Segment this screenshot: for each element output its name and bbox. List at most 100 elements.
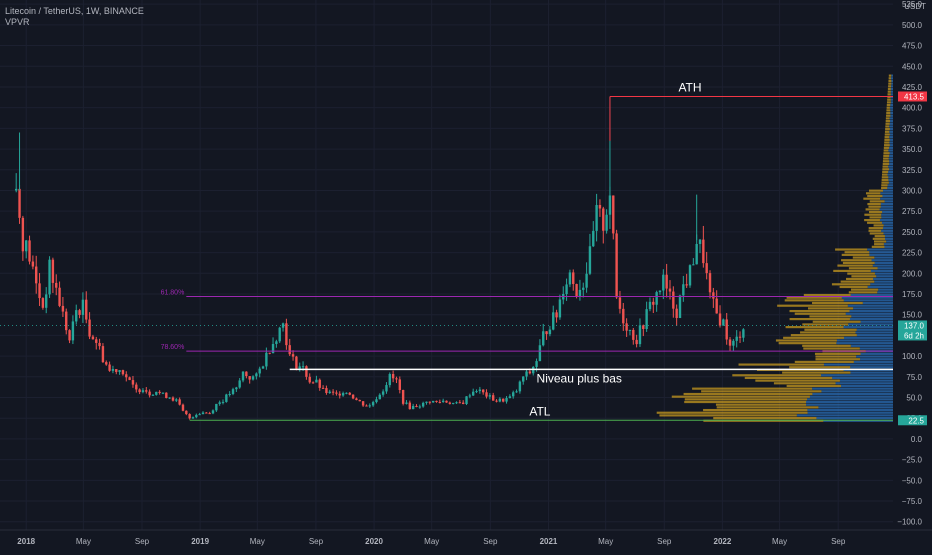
time-tick-label: May <box>76 537 91 546</box>
candle-body <box>375 399 378 403</box>
volume-bar-down <box>789 318 850 321</box>
candle-body <box>131 380 135 385</box>
candle <box>388 372 391 388</box>
candle <box>351 394 355 400</box>
candle-body <box>171 397 175 401</box>
candle-body <box>68 330 71 341</box>
candle <box>101 343 105 363</box>
candle-body <box>718 313 722 326</box>
price-tick-label: −75.0 <box>902 497 923 506</box>
candle <box>491 392 495 401</box>
candle <box>441 398 445 403</box>
candle-body <box>315 379 318 383</box>
volume-bar-up <box>887 173 893 176</box>
volume-bar-down <box>839 285 868 289</box>
candle <box>151 394 155 396</box>
candle <box>448 401 452 405</box>
candle-body <box>475 391 478 393</box>
volume-bar-down <box>881 181 889 184</box>
volume-bar-down <box>683 392 813 396</box>
candle <box>121 369 125 376</box>
volume-bar-down <box>804 328 857 331</box>
candle-body <box>538 345 542 362</box>
candle-body <box>48 259 51 295</box>
price-tick-label: 250.0 <box>902 228 923 237</box>
volume-bar-up <box>890 114 893 117</box>
candle <box>431 400 435 403</box>
candle-body <box>722 319 725 326</box>
volume-bar-down <box>777 304 848 307</box>
candle <box>598 199 602 217</box>
volume-bar-down <box>886 109 891 112</box>
candle <box>258 366 261 378</box>
volume-bar-down <box>783 336 844 339</box>
candle-body <box>318 379 321 388</box>
candle <box>88 312 91 340</box>
candle <box>141 388 145 394</box>
candle-body <box>672 291 675 309</box>
volume-bar-up <box>850 371 893 374</box>
volume-bar-down <box>716 406 819 409</box>
candle-body <box>738 336 742 338</box>
candle-body <box>178 399 181 405</box>
volume-bar-down <box>884 136 890 139</box>
candle <box>518 380 522 394</box>
candle-body <box>348 392 351 395</box>
candle <box>662 269 665 300</box>
candle-body <box>275 341 278 345</box>
candle-body <box>168 397 171 399</box>
volume-bar-up <box>888 165 893 168</box>
price-tick-label: 325.0 <box>902 166 923 175</box>
price-tick-label: 200.0 <box>902 269 923 278</box>
candle-body <box>341 393 345 396</box>
candle-body <box>695 243 698 265</box>
volume-bar-up <box>888 157 893 160</box>
volume-bar-up <box>881 213 893 216</box>
candle <box>21 215 25 261</box>
candle <box>395 376 398 384</box>
candle <box>15 173 18 193</box>
candle <box>295 355 298 371</box>
candle <box>358 399 361 402</box>
candle-body <box>438 401 442 403</box>
candle <box>105 360 108 366</box>
candle-body <box>381 391 385 395</box>
volume-bar-up <box>853 307 893 310</box>
volume-bar-up <box>851 315 893 318</box>
volume-bar-up <box>888 181 893 184</box>
candle <box>738 331 742 343</box>
time-tick-label: May <box>250 537 265 546</box>
candle <box>612 195 615 240</box>
volume-bar-up <box>889 152 893 155</box>
candle-body <box>592 230 595 247</box>
volume-bar-down <box>885 122 890 125</box>
volume-bar-up <box>832 376 893 380</box>
candle <box>718 305 722 328</box>
candle-body <box>602 208 605 231</box>
volume-bar-up <box>850 366 893 369</box>
candle <box>135 382 138 393</box>
volume-bar-up <box>836 342 893 345</box>
volume-bar-down <box>884 141 890 144</box>
candle-body <box>191 417 195 419</box>
candle <box>78 308 81 319</box>
candle <box>38 273 41 306</box>
volume-bar-up <box>888 176 893 179</box>
candle-body <box>18 188 21 218</box>
candle-body <box>428 401 432 403</box>
candle <box>311 381 315 384</box>
candle-body <box>465 396 468 405</box>
volume-bar-down <box>887 98 891 101</box>
candle-body <box>278 327 281 342</box>
price-tick-label: 525.0 <box>902 0 923 9</box>
volume-bar-up <box>848 323 893 326</box>
volume-profile <box>656 74 893 422</box>
grid-lines <box>0 0 893 530</box>
candle-body <box>578 289 582 297</box>
volume-bar-down <box>786 296 842 299</box>
candle-body <box>165 392 168 399</box>
candle <box>648 297 652 312</box>
volume-bar-up <box>884 200 893 203</box>
